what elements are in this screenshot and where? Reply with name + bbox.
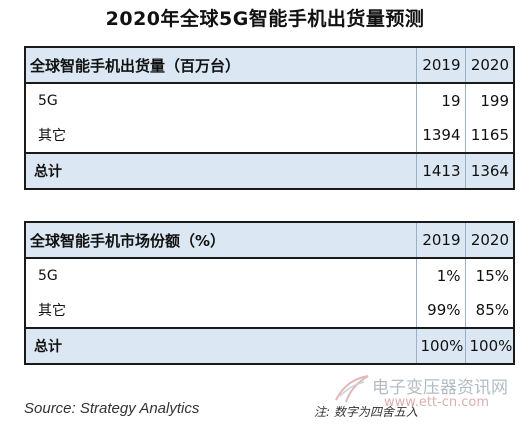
- total-value: 100%: [415, 328, 465, 364]
- total-label: 总计: [34, 339, 62, 355]
- source-text: Source: Strategy Analytics: [24, 400, 200, 417]
- table-row: 5G 19 199: [25, 83, 514, 118]
- watermark-url: www.ett-cn.com: [384, 395, 490, 410]
- column-header-2020: 2020: [464, 47, 514, 83]
- row-label: 5G: [38, 93, 58, 109]
- cell-value: 19: [415, 83, 465, 118]
- shipments-table: 全球智能手机出货量（百万台） 2019 2020 5G 19 199 其它 13…: [24, 46, 515, 190]
- column-header-2019: 2019: [415, 47, 465, 83]
- total-row: 总计 1413 1364: [25, 153, 514, 189]
- total-value: 100%: [464, 328, 514, 364]
- cell-value: 1394: [415, 118, 465, 153]
- table-header-row: 全球智能手机出货量（百万台） 2019 2020: [25, 47, 514, 83]
- total-row: 总计 100% 100%: [25, 328, 514, 364]
- cell-value: 1%: [415, 258, 465, 293]
- table-row: 其它 99% 85%: [25, 293, 514, 328]
- cell-value: 199: [464, 83, 514, 118]
- cell-value: 99%: [415, 293, 465, 328]
- page-title: 2020年全球5G智能手机出货量预测: [105, 8, 425, 30]
- table-header-title: 全球智能手机市场份额（%）: [25, 222, 416, 258]
- column-header-2019: 2019: [415, 222, 465, 258]
- table-header-row: 全球智能手机市场份额（%） 2019 2020: [25, 222, 514, 258]
- column-header-2020: 2020: [464, 222, 514, 258]
- market-share-table: 全球智能手机市场份额（%） 2019 2020 5G 1% 15% 其它 99%…: [24, 221, 515, 365]
- table-row: 其它 1394 1165: [25, 118, 514, 153]
- swoosh-logo-icon: [335, 375, 369, 403]
- total-value: 1364: [464, 153, 514, 189]
- rounding-note: 注: 数字为四舍五入: [314, 405, 418, 419]
- total-value: 1413: [415, 153, 465, 189]
- row-label: 5G: [38, 268, 58, 284]
- table-row: 5G 1% 15%: [25, 258, 514, 293]
- table-header-title: 全球智能手机出货量（百万台）: [25, 47, 416, 83]
- cell-value: 15%: [464, 258, 514, 293]
- row-label: 其它: [38, 303, 66, 319]
- total-label: 总计: [34, 164, 62, 180]
- cell-value: 85%: [464, 293, 514, 328]
- watermark-text: 电子变压器资讯网: [372, 378, 508, 398]
- row-label: 其它: [38, 128, 66, 144]
- cell-value: 1165: [464, 118, 514, 153]
